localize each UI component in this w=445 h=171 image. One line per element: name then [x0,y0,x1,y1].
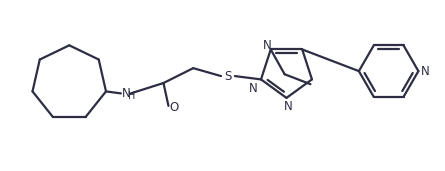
Text: S: S [224,70,232,83]
Text: N: N [263,39,271,52]
Text: N: N [249,82,258,95]
Text: N: N [421,65,430,78]
Text: N: N [121,87,130,100]
Text: N: N [284,100,293,113]
Text: H: H [128,91,135,101]
Text: O: O [170,101,179,114]
